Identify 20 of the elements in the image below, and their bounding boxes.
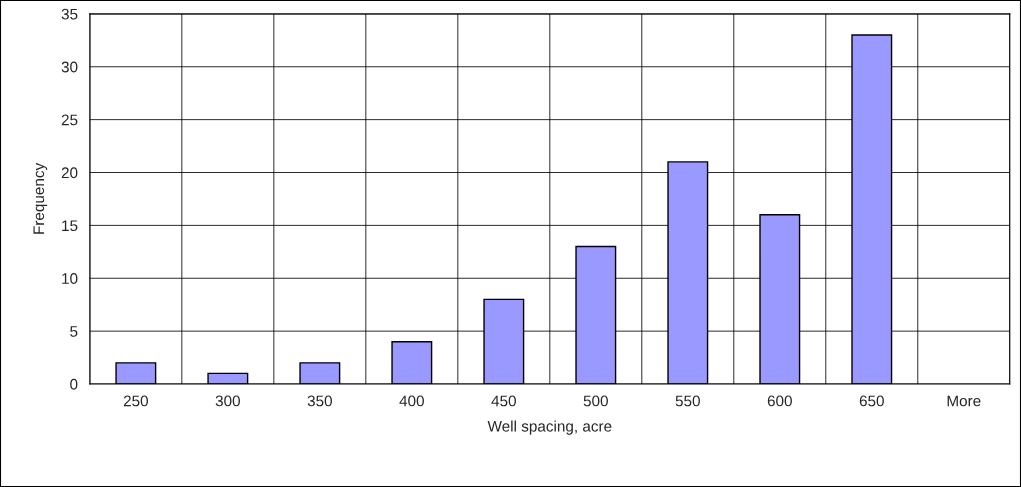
x-tick-label: More (947, 395, 981, 407)
x-tick-label: 600 (767, 395, 792, 407)
y-tick-label: 5 (70, 326, 78, 337)
x-axis-title: Well spacing, acre (487, 420, 612, 435)
y-tick-label: 15 (62, 220, 78, 232)
y-tick-label: 0 (70, 378, 78, 390)
x-tick-label: 350 (307, 395, 332, 407)
x-tick-label: 300 (215, 395, 240, 407)
y-axis-title: Frequency (33, 162, 48, 234)
y-tick-label: 30 (61, 61, 78, 73)
x-tick-label: 400 (399, 395, 424, 407)
x-tick-label: 450 (491, 395, 516, 407)
x-tick-label: 500 (583, 395, 608, 407)
y-tick-label: 20 (61, 167, 78, 179)
x-tick-label: 250 (123, 395, 148, 407)
y-tick-label: 35 (61, 8, 78, 20)
x-tick-label: 550 (675, 395, 700, 407)
y-tick-label: 10 (62, 273, 78, 284)
y-tick-label: 25 (61, 114, 78, 126)
x-tick-label: 650 (859, 395, 884, 407)
